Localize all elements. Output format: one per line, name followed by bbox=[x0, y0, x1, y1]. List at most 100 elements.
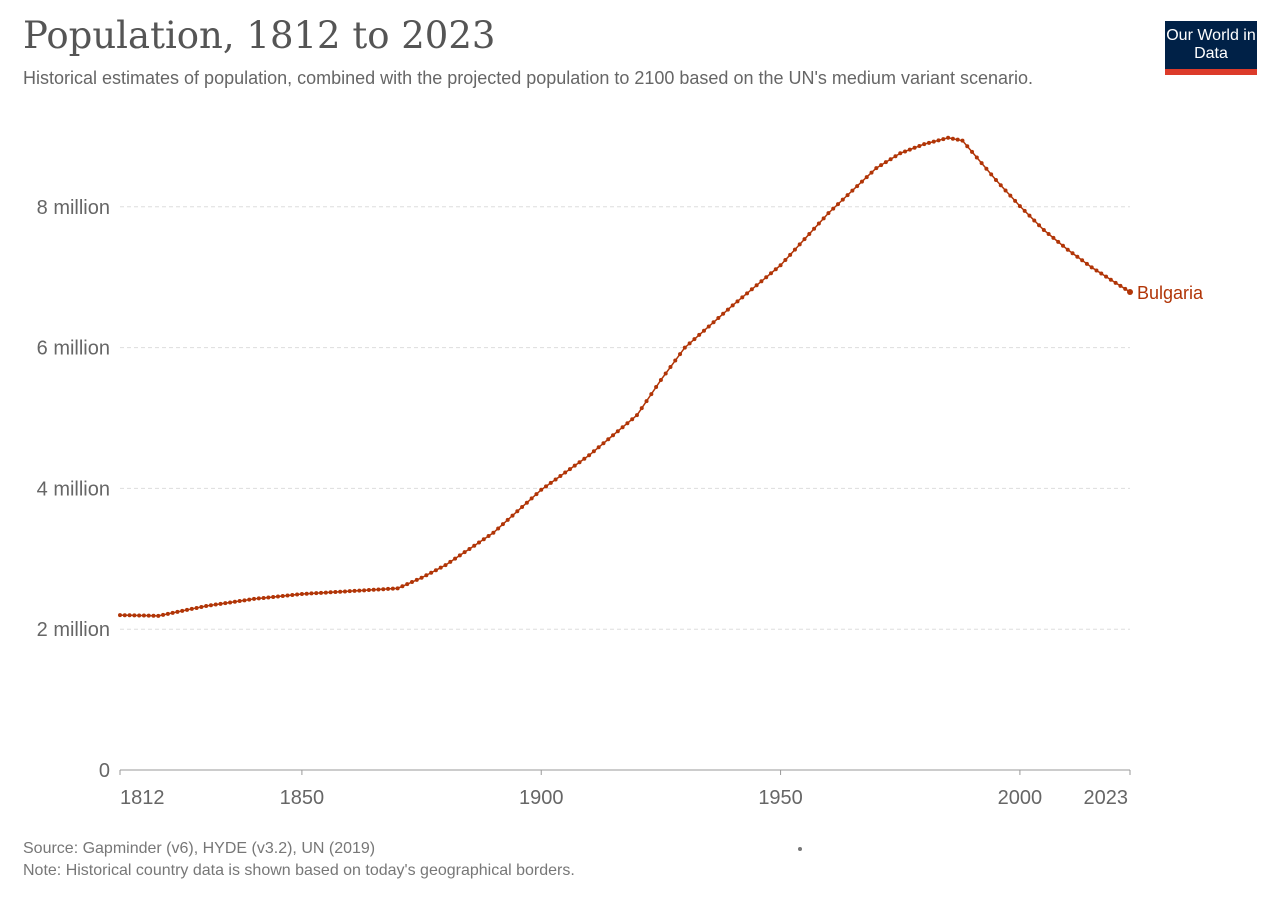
data-point bbox=[869, 170, 874, 175]
data-point bbox=[347, 589, 352, 594]
data-point bbox=[558, 474, 563, 479]
data-point bbox=[146, 613, 151, 618]
data-point bbox=[764, 275, 769, 280]
data-point bbox=[682, 345, 687, 350]
data-point bbox=[424, 573, 429, 578]
data-point bbox=[342, 589, 347, 594]
data-point bbox=[778, 263, 783, 268]
source-text: Source: Gapminder (v6), HYDE (v3.2), UN … bbox=[23, 840, 376, 857]
data-point bbox=[582, 456, 587, 461]
data-point bbox=[352, 588, 357, 593]
data-point bbox=[472, 543, 477, 548]
data-point bbox=[883, 160, 888, 165]
data-point bbox=[572, 463, 577, 468]
data-point bbox=[807, 231, 812, 236]
data-point bbox=[773, 267, 778, 272]
data-point bbox=[304, 591, 309, 596]
data-point bbox=[826, 211, 831, 216]
pager-dot[interactable] bbox=[798, 847, 802, 851]
data-point bbox=[950, 136, 955, 141]
x-tick-label: 1850 bbox=[280, 787, 325, 809]
x-tick-label: 2000 bbox=[998, 787, 1043, 809]
data-point bbox=[855, 184, 860, 189]
data-point bbox=[208, 603, 213, 608]
data-point bbox=[1127, 288, 1133, 295]
data-point bbox=[591, 449, 596, 454]
data-point bbox=[768, 271, 773, 276]
data-point bbox=[534, 492, 539, 497]
data-point bbox=[970, 149, 975, 154]
data-point bbox=[1013, 198, 1018, 203]
data-point bbox=[175, 609, 180, 614]
data-point bbox=[577, 460, 582, 465]
y-tick-label: 4 million bbox=[37, 478, 110, 500]
data-point bbox=[520, 504, 525, 509]
data-point bbox=[132, 613, 137, 618]
data-point bbox=[237, 599, 242, 604]
logo-bar bbox=[1165, 69, 1257, 75]
data-point bbox=[1017, 204, 1022, 209]
y-tick-label: 0 bbox=[99, 760, 110, 782]
data-point bbox=[280, 593, 285, 598]
data-point bbox=[362, 588, 367, 593]
data-point bbox=[1084, 261, 1089, 266]
data-point bbox=[993, 178, 998, 183]
data-point bbox=[625, 421, 630, 426]
data-point bbox=[697, 332, 702, 337]
data-point bbox=[275, 594, 280, 599]
x-tick-label: 1900 bbox=[519, 787, 564, 809]
data-point bbox=[194, 605, 199, 610]
data-point bbox=[1080, 258, 1085, 263]
data-point bbox=[414, 577, 419, 582]
data-point bbox=[922, 142, 927, 147]
data-point bbox=[879, 163, 884, 168]
data-point bbox=[859, 179, 864, 184]
y-tick-label: 2 million bbox=[37, 619, 110, 641]
data-point bbox=[740, 295, 745, 300]
series-label: Bulgaria bbox=[1137, 283, 1204, 303]
data-point bbox=[309, 591, 314, 596]
data-point bbox=[122, 613, 127, 618]
data-point bbox=[1027, 213, 1032, 218]
data-point bbox=[716, 316, 721, 321]
x-tick-label: 2023 bbox=[1084, 787, 1129, 809]
data-point bbox=[567, 467, 572, 472]
y-tick-label: 8 million bbox=[37, 197, 110, 219]
data-point bbox=[419, 575, 424, 580]
data-point bbox=[936, 138, 941, 143]
data-point bbox=[491, 530, 496, 535]
data-point bbox=[1056, 239, 1061, 244]
data-point bbox=[912, 145, 917, 150]
y-tick-label: 6 million bbox=[37, 338, 110, 360]
data-point bbox=[170, 610, 175, 615]
data-point bbox=[1113, 280, 1118, 285]
data-point bbox=[553, 477, 558, 482]
data-point bbox=[639, 406, 644, 411]
chart-subtitle: Historical estimates of population, comb… bbox=[23, 68, 1034, 88]
data-point bbox=[974, 155, 979, 160]
data-point bbox=[252, 596, 257, 601]
data-point bbox=[649, 392, 654, 397]
data-point bbox=[1041, 228, 1046, 233]
owid-logo[interactable]: Our World in Data bbox=[1165, 21, 1257, 75]
series-line bbox=[119, 137, 1131, 617]
data-point bbox=[548, 480, 553, 485]
data-point bbox=[1008, 193, 1013, 198]
data-point bbox=[960, 138, 965, 143]
data-point bbox=[917, 143, 922, 148]
data-point bbox=[1094, 268, 1099, 273]
data-point bbox=[596, 445, 601, 450]
data-point bbox=[199, 604, 204, 609]
data-point bbox=[946, 135, 951, 140]
data-point bbox=[1051, 235, 1056, 240]
data-point bbox=[213, 602, 218, 607]
data-point bbox=[486, 533, 491, 538]
data-point bbox=[515, 509, 520, 514]
data-point bbox=[1089, 265, 1094, 270]
data-point bbox=[141, 613, 146, 618]
data-point bbox=[1065, 247, 1070, 252]
data-point bbox=[333, 590, 338, 595]
data-point bbox=[845, 193, 850, 198]
data-point bbox=[295, 592, 300, 597]
data-point bbox=[644, 399, 649, 404]
